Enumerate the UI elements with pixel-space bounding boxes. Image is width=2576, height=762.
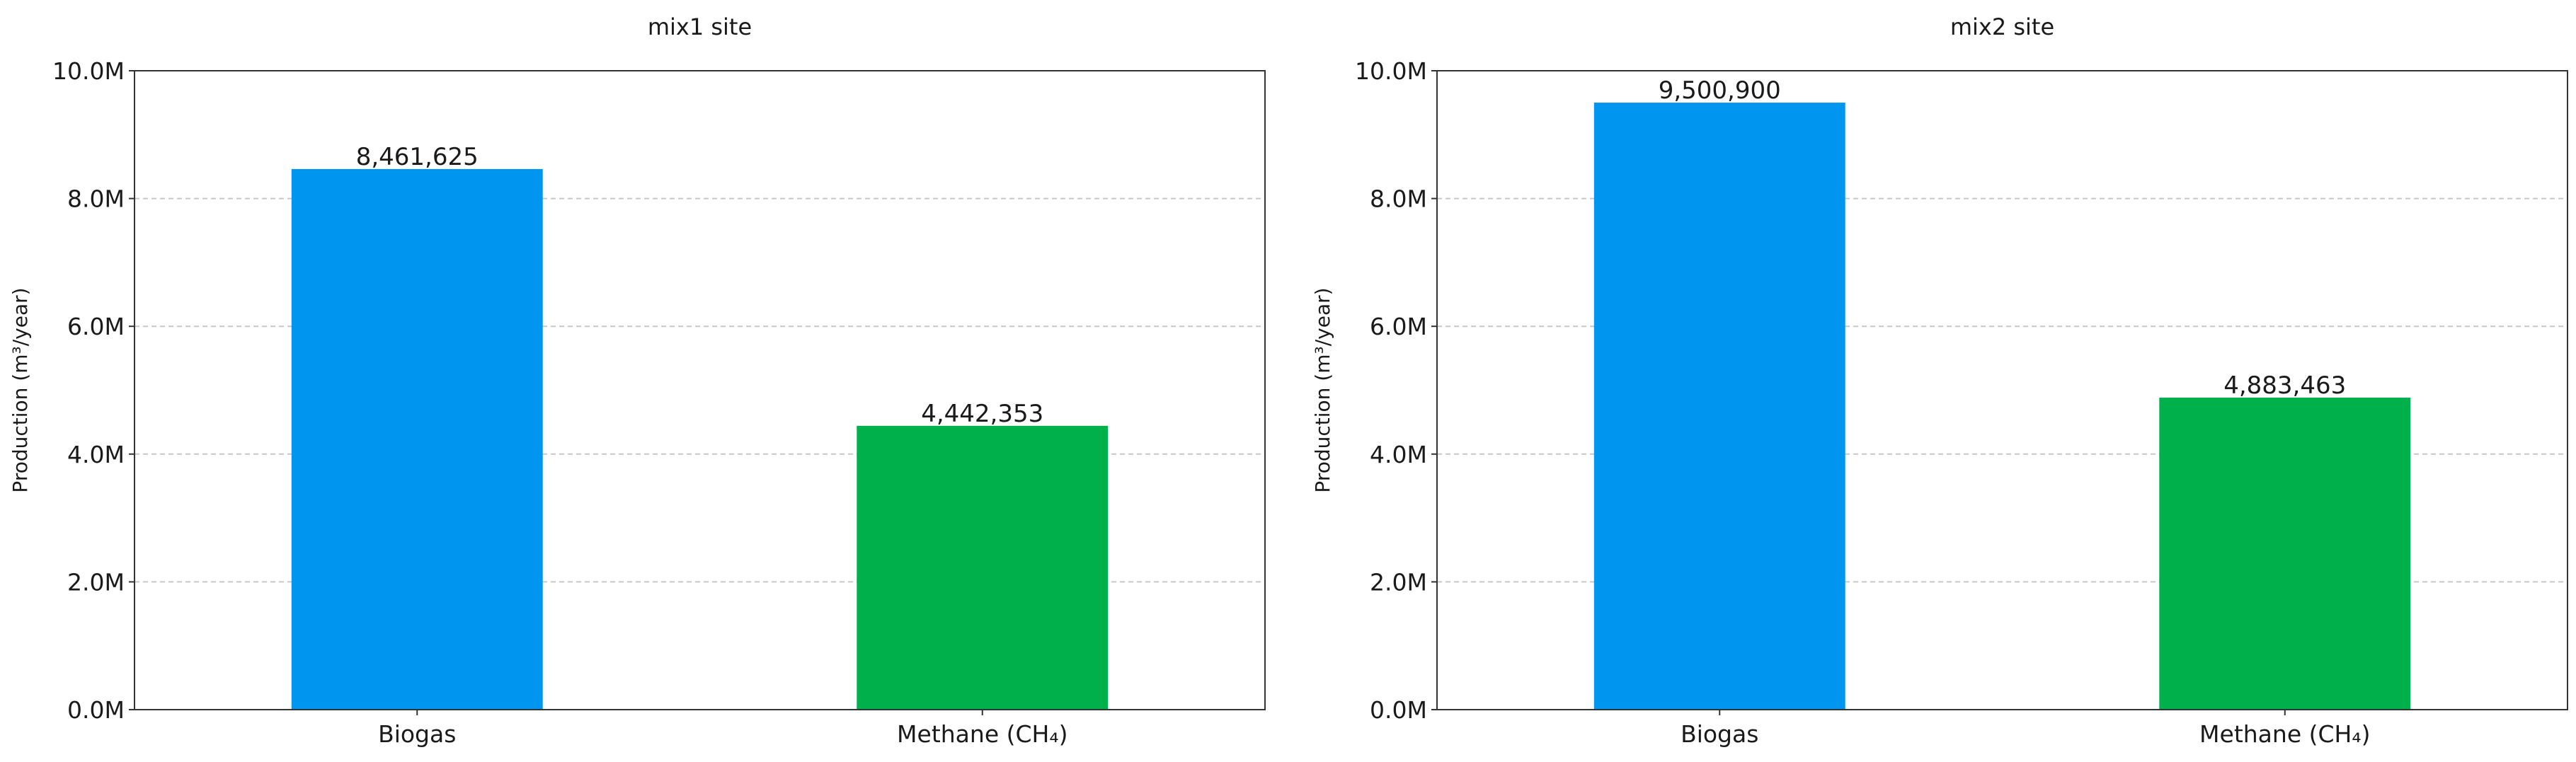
x-tick-label: Biogas [1681,720,1758,748]
chart-title: mix1 site [648,13,752,40]
plot-frame [1436,70,2568,710]
y-tick-label: 8.0M [67,185,125,213]
bar-methane [857,425,1109,710]
y-tick-label: 6.0M [67,313,125,340]
chart-panel-2: 9,500,900 Biogas 4,883,463 Methane (CH₄) 0.0… [1311,13,2568,748]
bar-biogas [1593,103,1845,710]
y-tick-label: 4.0M [1370,441,1427,468]
bar-value-label: 4,442,353 [921,400,1043,428]
y-tick-label: 2.0M [1370,568,1427,596]
bar-biogas [291,168,543,710]
y-axis-label: Production (m³/year) [1311,287,1334,492]
bar-methane [2159,398,2411,710]
y-tick-label: 0.0M [1370,696,1427,724]
y-tick-label: 2.0M [67,568,125,596]
bar-value-label: 9,500,900 [1659,76,1781,105]
x-tick-label: Methane (CH₄) [897,720,1067,748]
y-tick-label: 8.0M [1370,185,1427,213]
chart-title: mix2 site [1950,13,2054,40]
plot-frame [134,70,1266,710]
chart-panel-1: 8,461,625 Biogas 4,442,353 Methane (CH₄) 0.0… [8,13,1266,748]
bar-value-label: 8,461,625 [356,143,479,171]
y-tick-label: 10.0M [1355,57,1427,85]
y-tick-label: 6.0M [1370,313,1427,340]
y-tick-label: 0.0M [67,696,125,724]
y-tick-label: 10.0M [52,57,125,85]
x-tick-label: Biogas [378,720,456,748]
y-tick-label: 4.0M [67,441,125,468]
y-axis-label: Production (m³/year) [8,287,32,492]
x-tick-label: Methane (CH₄) [2199,720,2370,748]
bar-value-label: 4,883,463 [2223,371,2346,400]
